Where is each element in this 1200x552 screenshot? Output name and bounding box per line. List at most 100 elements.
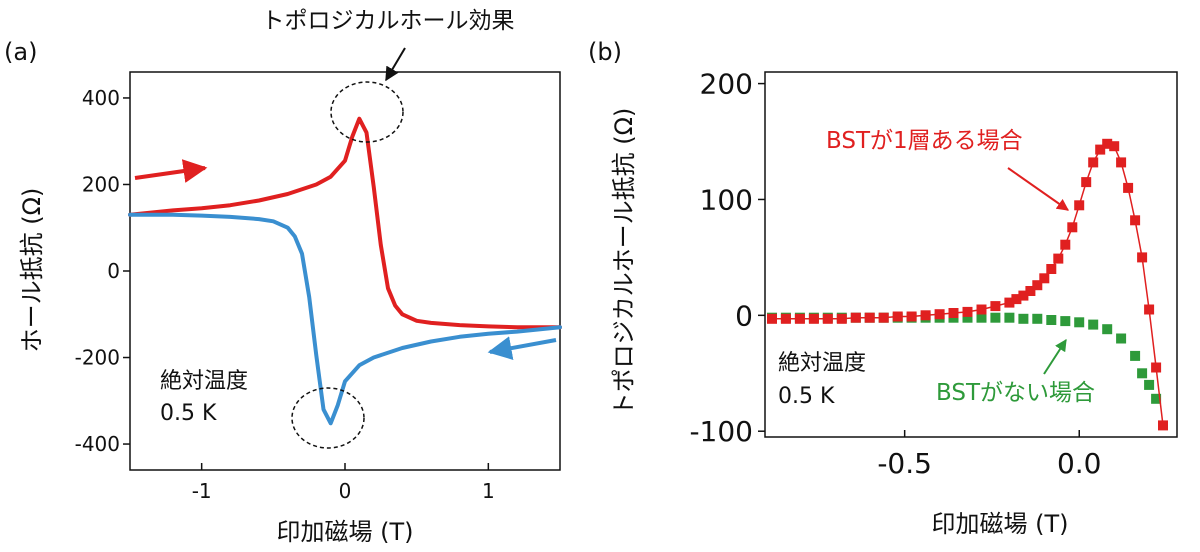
with-bst-point (1025, 286, 1036, 296)
without-bst-point (1137, 368, 1148, 379)
peak-highlight-circle-upper (330, 81, 404, 143)
without-bst-point (962, 312, 973, 323)
with-bst-point (1144, 304, 1155, 315)
with-bst-point (1011, 294, 1022, 305)
without-bst-point (1130, 350, 1141, 361)
panel-a-ytick-label: -200 (75, 346, 120, 370)
panel-b-label: (b) (588, 38, 622, 66)
with-bst-point (892, 311, 903, 322)
panel-b-ytick-label: -100 (689, 415, 753, 448)
without-bst-point (1144, 379, 1155, 390)
with-bst-point (1004, 297, 1015, 308)
panel-a-xlabel: 印加磁場 (T) (276, 518, 413, 546)
with-bst-point (1158, 420, 1168, 431)
panel-b-temperature-label: 絶対温度 (778, 351, 866, 376)
panel-a-xtick-label: 1 (482, 479, 495, 503)
legend-with-bst-label: BSTが1層ある場合 (826, 128, 1023, 154)
with-bst-point (864, 312, 875, 323)
without-bst-point (990, 312, 1001, 323)
with-bst-point (850, 312, 861, 323)
panel-a-temperature-label: 絶対温度 (160, 369, 248, 394)
legend-without-bst-arrow (1043, 338, 1067, 375)
without-bst-point (1032, 313, 1043, 324)
panel-a-ylabel: ホール抵抗 (Ω) (18, 188, 46, 353)
with-bst-point (1095, 144, 1106, 155)
panel-a-ytick-label: 200 (82, 172, 120, 196)
without-bst-point (1102, 324, 1113, 335)
with-bst-point (990, 301, 1001, 312)
panel-a: (a) -1 0 1 -400 -200 0 200 400 印加磁場 (T) ホール抵抗 (… (4, 8, 562, 546)
with-bst-point (794, 313, 805, 324)
panel-a-xtick-label: -1 (192, 479, 212, 503)
sweep-up-curve (128, 116, 562, 330)
with-bst-point (1046, 264, 1057, 274)
panel-a-annotation-arrow (385, 47, 406, 82)
panel-b-xtick-label: -0.5 (877, 447, 932, 480)
without-bst-point (1116, 333, 1127, 344)
panel-b-ticks: -0.5 0.0 -100 0 100 200 (689, 68, 1101, 480)
without-bst-point (1046, 315, 1057, 325)
panel-b-xtick-label: 0.0 (1057, 447, 1102, 480)
panel-a-label: (a) (4, 38, 37, 66)
without-bst-point (1004, 312, 1015, 323)
legend-with-bst-arrow (1007, 167, 1069, 211)
with-bst-point (1151, 362, 1162, 373)
sweep-down-curve (128, 212, 562, 426)
with-bst-point (1130, 215, 1141, 226)
with-bst-point (1102, 138, 1113, 149)
with-bst-point (1088, 157, 1099, 168)
with-bst-point (808, 313, 819, 324)
with-bst-point (1067, 222, 1078, 233)
panel-a-annotation-title: トポロジカルホール効果 (262, 8, 515, 34)
with-bst-point (1053, 253, 1064, 264)
panel-b-plot-frame (764, 71, 1178, 438)
panel-a-series (128, 116, 562, 426)
panel-a-temperature-value: 0.5 K (160, 401, 217, 426)
panel-b-xlabel: 印加磁場 (T) (931, 510, 1068, 538)
with-bst-point (1074, 200, 1085, 211)
with-bst-point (1137, 252, 1148, 263)
panel-a-xtick-label: 0 (339, 479, 352, 503)
panel-b-series (767, 138, 1168, 431)
panel-b-ylabel: トポロジカルホール抵抗 (Ω) (610, 108, 638, 417)
sweep-up-direction-arrow (134, 159, 208, 183)
without-bst-point (1088, 319, 1099, 330)
with-bst-point (1039, 273, 1050, 284)
with-bst-point (948, 308, 959, 318)
without-bst-point (1060, 316, 1071, 327)
with-bst-point (920, 310, 931, 321)
panel-a-ytick-label: 400 (82, 86, 120, 110)
with-bst-point (878, 312, 889, 323)
with-bst-point (1081, 177, 1092, 188)
with-bst-point (780, 313, 791, 324)
panel-b: (b) -0.5 0.0 -100 0 100 200 印加磁場 (T) トポロジカルホー… (588, 38, 1178, 538)
peak-highlight-circle-lower (291, 387, 365, 449)
with-bst-point (767, 313, 777, 324)
without-bst-point (1074, 317, 1085, 328)
without-bst-point (1151, 393, 1162, 404)
with-bst-point (1060, 239, 1071, 250)
with-bst-point (1032, 280, 1043, 291)
panel-b-ytick-label: 0 (735, 299, 753, 332)
panel-a-ytick-label: 0 (107, 259, 120, 283)
panel-b-temperature-value: 0.5 K (778, 384, 835, 409)
with-bst-point (1018, 290, 1029, 301)
with-bst-point (822, 313, 833, 324)
with-bst-point (962, 306, 973, 317)
with-bst-point (1123, 182, 1134, 193)
panel-a-ytick-label: -400 (75, 432, 120, 456)
with-bst-point (836, 313, 847, 324)
without-bst-point (1018, 313, 1029, 324)
with-bst-point (1109, 141, 1120, 152)
with-bst-point (906, 311, 917, 322)
panel-b-ytick-label: 200 (700, 68, 753, 101)
with-bst-point (976, 304, 987, 315)
panel-b-ytick-label: 100 (700, 183, 753, 216)
sweep-down-direction-arrow (487, 336, 557, 360)
with-bst-point (1116, 157, 1127, 168)
panel-a-ticks: -1 0 1 -400 -200 0 200 400 (75, 86, 495, 503)
without-bst-point (976, 312, 987, 323)
legend-without-bst-label: BSTがない場合 (936, 380, 1095, 406)
with-bst-point (934, 309, 945, 320)
